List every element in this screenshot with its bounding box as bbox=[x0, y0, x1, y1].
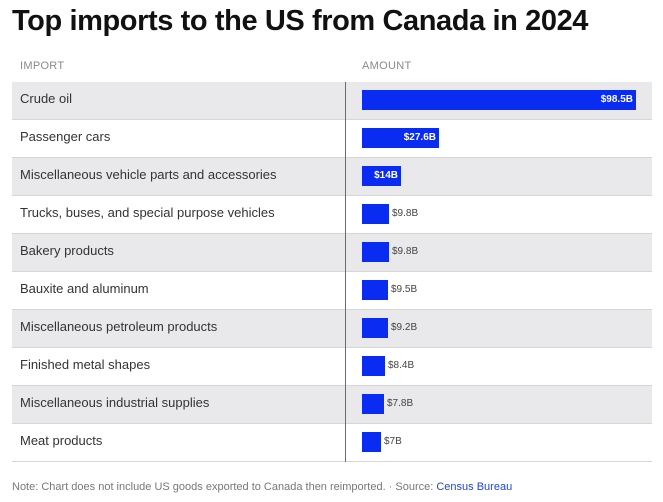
footnote-text: Note: Chart does not include US goods ex… bbox=[12, 481, 437, 493]
chart-title: Top imports to the US from Canada in 202… bbox=[12, 5, 589, 37]
import-label: Bauxite and aluminum bbox=[20, 281, 149, 296]
table-row: Trucks, buses, and special purpose vehic… bbox=[12, 196, 652, 234]
footnote: Note: Chart does not include US goods ex… bbox=[12, 481, 512, 493]
bar-value-label: $27.6B bbox=[403, 132, 436, 143]
table-row: Meat products $7B bbox=[12, 424, 652, 462]
bar bbox=[362, 356, 385, 376]
table-row: Passenger cars $27.6B bbox=[12, 120, 652, 158]
bar-value-label: $7.8B bbox=[387, 398, 414, 409]
bar-value-label: $98.5B bbox=[600, 94, 633, 105]
table-row: Finished metal shapes $8.4B bbox=[12, 348, 652, 386]
bar bbox=[362, 280, 388, 300]
bar bbox=[362, 242, 389, 262]
import-label: Crude oil bbox=[20, 91, 73, 106]
import-label: Miscellaneous industrial supplies bbox=[20, 395, 210, 410]
import-label: Trucks, buses, and special purpose vehic… bbox=[20, 205, 275, 220]
bar bbox=[362, 128, 439, 148]
bar bbox=[362, 394, 384, 414]
bar bbox=[362, 432, 381, 452]
imports-table: Crude oil $98.5B Passenger cars $27.6B Misce… bbox=[12, 82, 652, 462]
bar-value-label: $9.8B bbox=[392, 246, 419, 257]
bar-value-label: $9.2B bbox=[391, 322, 418, 333]
column-header-amount: AMOUNT bbox=[362, 60, 412, 72]
import-label: Finished metal shapes bbox=[20, 357, 151, 372]
bar-value-label: $9.5B bbox=[391, 284, 418, 295]
column-divider bbox=[345, 82, 346, 462]
bar-value-label: $8.4B bbox=[388, 360, 415, 371]
table-row: Bauxite and aluminum $9.5B bbox=[12, 272, 652, 310]
table-row: Miscellaneous industrial supplies $7.8B bbox=[12, 386, 652, 424]
bar bbox=[362, 318, 388, 338]
bar bbox=[362, 90, 636, 110]
bar bbox=[362, 204, 389, 224]
import-label: Miscellaneous vehicle parts and accessor… bbox=[20, 167, 277, 182]
bar bbox=[362, 166, 401, 186]
column-header-import: IMPORT bbox=[20, 60, 65, 72]
import-label: Meat products bbox=[20, 433, 103, 448]
bar-value-label: $7B bbox=[384, 436, 402, 447]
table-row: Miscellaneous petroleum products $9.2B bbox=[12, 310, 652, 348]
table-row: Bakery products $9.8B bbox=[12, 234, 652, 272]
table-row: Crude oil $98.5B bbox=[12, 82, 652, 120]
table-row: Miscellaneous vehicle parts and accessor… bbox=[12, 158, 652, 196]
import-label: Bakery products bbox=[20, 243, 114, 258]
import-label: Miscellaneous petroleum products bbox=[20, 319, 218, 334]
source-link[interactable]: Census Bureau bbox=[436, 481, 513, 493]
bar-value-label: $9.8B bbox=[392, 208, 419, 219]
import-label: Passenger cars bbox=[20, 129, 111, 144]
bar-value-label: $14B bbox=[374, 170, 398, 181]
